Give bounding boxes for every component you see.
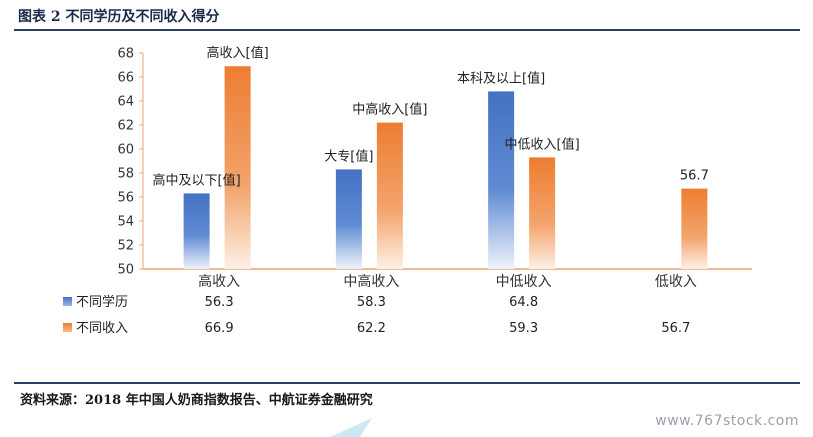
legend-series-name: 不同收入 <box>76 321 128 336</box>
y-tick-label: 58 <box>117 167 134 182</box>
data-label: 中高收入[值] <box>352 102 427 118</box>
chart-title: 图表 2 不同学历及不同收入得分 <box>18 9 220 25</box>
source-divider <box>14 382 800 384</box>
data-label: 大专[值] <box>324 148 373 164</box>
legend-swatch <box>63 323 72 332</box>
legend-series-name: 不同学历 <box>76 294 128 310</box>
x-category-label: 高收入 <box>198 273 240 290</box>
bar-education <box>488 91 515 270</box>
bar-income <box>681 188 708 269</box>
table-value: 62.2 <box>357 321 386 336</box>
bar-income <box>376 122 403 269</box>
decorative-triangle <box>330 418 372 437</box>
bar-income <box>224 66 251 269</box>
table-value: 59.3 <box>509 321 538 336</box>
y-tick-label: 52 <box>117 239 134 254</box>
bar-education <box>335 169 362 269</box>
data-label: 高收入[值] <box>207 45 269 61</box>
bar-education <box>183 193 210 269</box>
table-value: 58.3 <box>357 295 386 310</box>
y-tick-label: 56 <box>117 191 134 206</box>
y-tick-label: 64 <box>117 95 134 110</box>
y-tick-label: 62 <box>117 119 134 134</box>
y-tick-label: 68 <box>117 47 134 62</box>
bar-income <box>529 157 556 269</box>
title-divider <box>14 29 800 31</box>
x-category-label: 低收入 <box>655 274 697 290</box>
data-label: 中低收入[值] <box>505 136 580 152</box>
table-value: 56.7 <box>661 321 690 336</box>
y-tick-label: 66 <box>117 71 134 86</box>
source-note: 资料来源：2018 年中国人奶商指数报告、中航证券金融研究 <box>20 393 373 408</box>
y-tick-label: 50 <box>117 263 134 278</box>
y-tick-label: 54 <box>117 215 134 230</box>
table-value: 64.8 <box>509 295 538 310</box>
data-label: 56.7 <box>680 169 709 184</box>
table-value: 66.9 <box>205 321 234 336</box>
bar-chart: 50 52 54 56 58 60 62 64 66 68 高收入 中高收入 中低收入 低收入 高中及以下… <box>63 45 752 336</box>
x-category-label: 中高收入 <box>343 273 399 290</box>
legend-swatch <box>63 297 72 306</box>
y-tick-label: 60 <box>117 143 134 158</box>
data-label: 本科及以上[值] <box>457 70 545 86</box>
watermark: www.767stock.com <box>655 413 799 429</box>
x-category-label: 中低收入 <box>496 274 552 290</box>
table-value: 56.3 <box>205 295 234 310</box>
data-label: 高中及以下[值] <box>153 172 241 188</box>
